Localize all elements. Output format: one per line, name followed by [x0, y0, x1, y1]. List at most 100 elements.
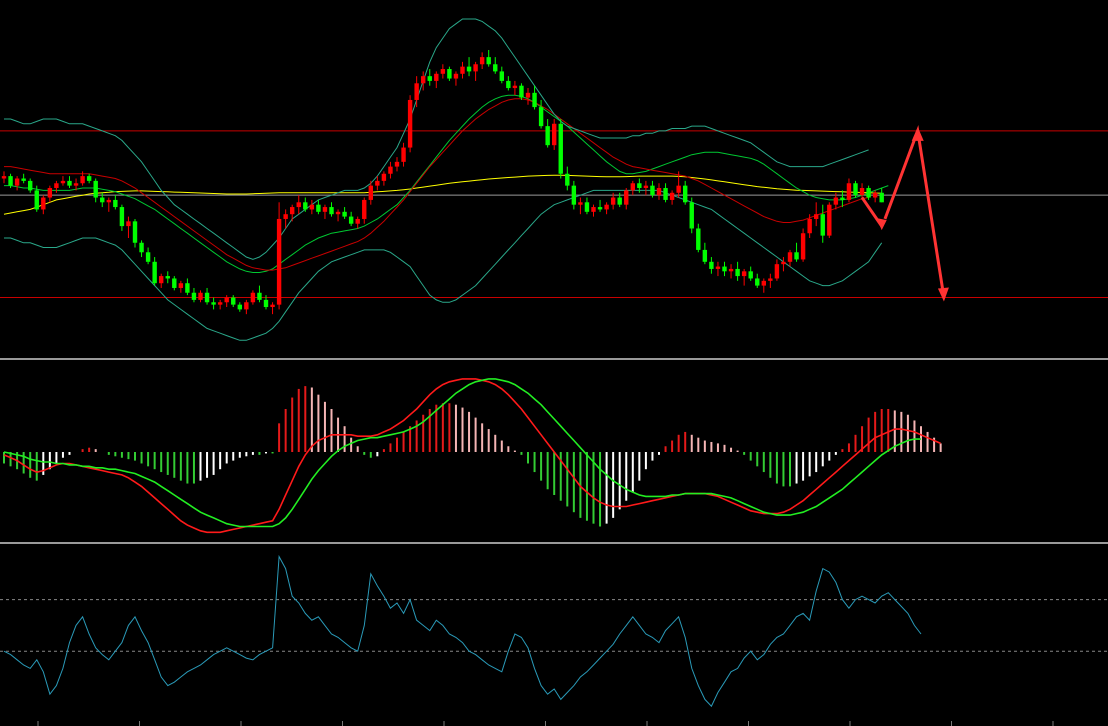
candle-down [466, 66, 472, 72]
candle-down [447, 69, 452, 79]
candle-down [538, 107, 544, 127]
candle-up [54, 183, 59, 189]
candle-up [368, 185, 373, 200]
candle-up [414, 83, 419, 100]
candle-down [565, 173, 570, 186]
overlay-line [4, 18, 869, 260]
overlay-line [4, 98, 869, 271]
candle-up [728, 268, 734, 272]
candle-up [656, 188, 662, 196]
candle-down [342, 211, 347, 217]
candle-up [833, 197, 839, 205]
candle-down [748, 271, 753, 279]
candle-down [263, 299, 269, 308]
candle-down [722, 266, 727, 272]
candle-up [362, 199, 367, 219]
candle-down [571, 185, 577, 205]
candle-up [80, 176, 85, 184]
candle-down [191, 292, 197, 300]
candle-down [257, 292, 262, 300]
candle-down [820, 214, 825, 236]
candle-up [591, 207, 596, 212]
candle-up [872, 192, 878, 198]
candle-down [185, 283, 190, 293]
oscillator-panel [0, 554, 1108, 708]
candle-up [322, 207, 328, 212]
candle-down [506, 80, 511, 89]
candle-down [303, 202, 308, 210]
candle-up [335, 211, 341, 215]
candle-down [145, 252, 151, 262]
candle-up [630, 183, 635, 191]
candle-down [21, 178, 26, 181]
candle-down [165, 276, 170, 279]
dif-line [3, 378, 941, 534]
candle-down [34, 190, 39, 210]
candle-down [702, 249, 708, 262]
candle-up [73, 183, 79, 186]
candle-up [381, 173, 387, 181]
candle-up [460, 66, 465, 74]
candle-up [814, 214, 819, 219]
candle-down [329, 207, 334, 215]
candle-up [552, 123, 557, 146]
candle-down [532, 92, 537, 108]
candle-down [28, 180, 33, 191]
candle-down [840, 197, 845, 200]
candle-down [139, 242, 144, 253]
candle-down [132, 221, 138, 243]
candle-down [617, 197, 622, 205]
candle-down [597, 207, 603, 210]
candle-up [512, 85, 518, 89]
candle-down [86, 176, 92, 181]
candle-down [689, 202, 694, 229]
candle-down [696, 228, 701, 250]
candle-down [204, 292, 210, 303]
candle-up [394, 161, 400, 167]
dea-line [3, 378, 921, 528]
candle-down [879, 192, 884, 203]
candle-down [119, 207, 125, 227]
candle-down [735, 268, 740, 277]
candle-up [224, 297, 229, 303]
candle-up [440, 69, 446, 74]
candle-up [787, 252, 793, 262]
candle-up [479, 57, 485, 65]
candle-down [100, 197, 105, 203]
candle-up [604, 204, 609, 210]
candle-up [669, 192, 675, 200]
candle-down [755, 278, 760, 286]
candle-up [244, 302, 249, 310]
candle-down [853, 183, 858, 196]
candle-down [348, 216, 354, 224]
candle-up [434, 73, 439, 81]
candle-up [800, 233, 806, 260]
candle-down [427, 76, 432, 81]
candle-up [217, 302, 223, 305]
candle-up [283, 214, 288, 219]
candle-down [637, 183, 642, 189]
candle-up [388, 166, 393, 174]
candle-up [807, 218, 812, 234]
arrowhead [876, 218, 887, 231]
candle-up [643, 185, 649, 189]
candle-up [781, 261, 786, 265]
candle-down [8, 176, 13, 186]
candle-up [178, 283, 184, 288]
candle-down [794, 252, 799, 260]
candle-up [624, 190, 629, 205]
candle-up [47, 188, 53, 198]
candle-down [663, 188, 668, 200]
candle-up [407, 99, 413, 148]
overlay-line [3, 174, 882, 215]
candle-up [276, 218, 282, 305]
candle-up [774, 264, 780, 279]
candle-down [67, 180, 72, 186]
candle-up [198, 292, 203, 300]
candle-up [741, 271, 747, 277]
macd-panel [3, 378, 942, 534]
candle-up [768, 278, 773, 281]
candle-up [126, 221, 131, 227]
candle-up [715, 266, 721, 269]
